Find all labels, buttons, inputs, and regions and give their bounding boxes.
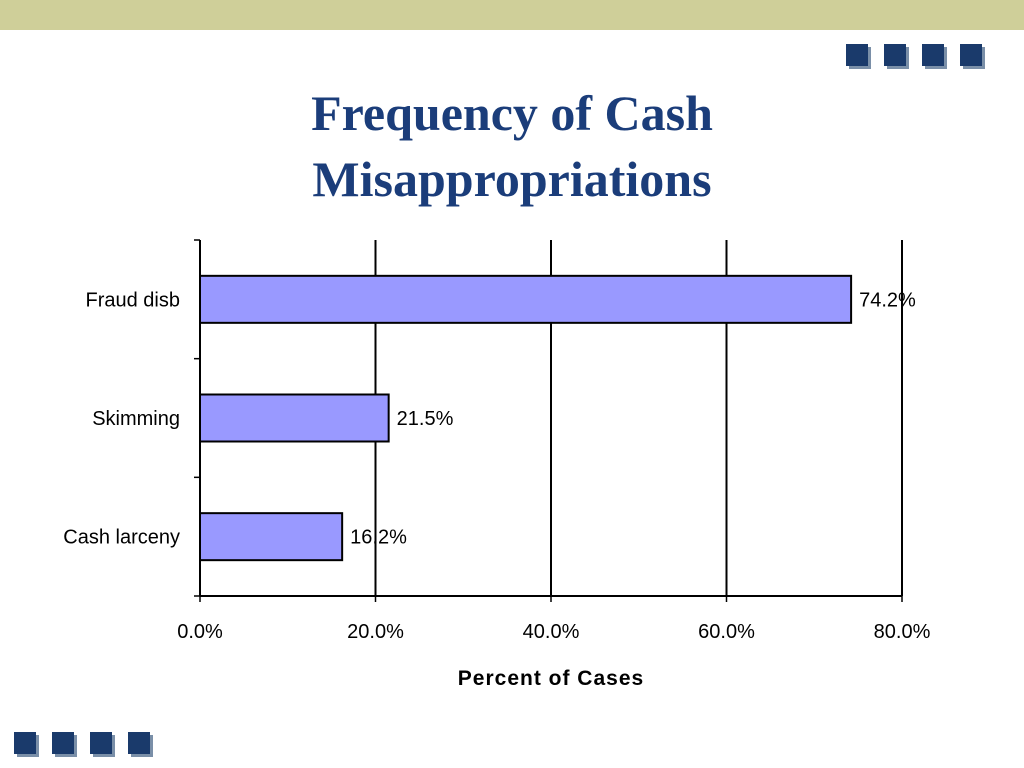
slide-title-line-2: Misappropriations <box>312 151 712 207</box>
decor-square-icon <box>846 44 868 66</box>
data-label: 21.5% <box>397 408 454 430</box>
x-tick-label: 20.0% <box>347 621 404 643</box>
x-tick-label: 40.0% <box>523 621 580 643</box>
category-label: Cash larceny <box>63 527 180 549</box>
data-label: 74.2% <box>859 289 916 311</box>
x-tick-label: 80.0% <box>874 621 931 643</box>
slide-title-line-1: Frequency of Cash <box>311 85 713 141</box>
x-axis-title: Percent of Cases <box>458 667 644 690</box>
category-label: Fraud disb <box>86 289 181 311</box>
decor-square-icon <box>90 732 112 754</box>
x-tick-label: 0.0% <box>177 621 223 643</box>
data-label: 16.2% <box>350 527 407 549</box>
decor-square-icon <box>52 732 74 754</box>
decor-square-icon <box>128 732 150 754</box>
top-band <box>0 0 1024 30</box>
decor-squares-top <box>846 44 982 66</box>
slide-title: Frequency of Cash Misappropriations <box>0 80 1024 212</box>
category-label: Skimming <box>92 408 180 430</box>
decor-square-icon <box>922 44 944 66</box>
bar <box>199 512 344 562</box>
x-tick-label: 60.0% <box>698 621 755 643</box>
bar <box>199 393 390 443</box>
decor-squares-bottom <box>14 732 150 754</box>
decor-square-icon <box>884 44 906 66</box>
decor-square-icon <box>14 732 36 754</box>
bar <box>199 274 853 324</box>
decor-square-icon <box>960 44 982 66</box>
